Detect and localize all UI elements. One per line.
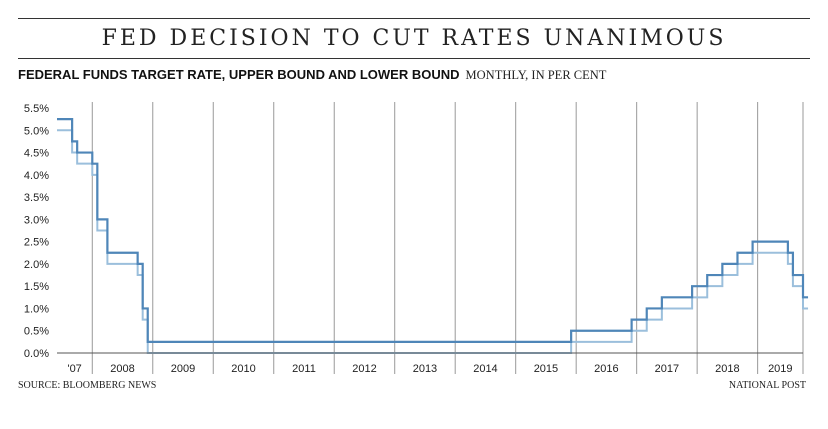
x-tick-label: 2019 xyxy=(768,363,792,375)
x-tick-label: 2008 xyxy=(110,363,134,375)
title-bottom-rule xyxy=(18,58,810,59)
x-tick-label: 2015 xyxy=(534,363,558,375)
y-tick-label: 4.0% xyxy=(24,170,49,182)
grid-layer xyxy=(91,102,804,374)
y-tick-label: 5.0% xyxy=(24,125,49,137)
x-tick-label: 2009 xyxy=(171,363,195,375)
series-layer xyxy=(57,118,809,354)
x-tick-label: 2018 xyxy=(715,363,739,375)
x-tick-labels: '07 2008 2009 2010 2011 2012 2013 2014 2015 2016 2… xyxy=(67,363,792,375)
y-tick-labels: 0.0% 0.5% 1.0% 1.5% 2.0% 2.5% 3.0% 3.5% 4.0% 4.5%… xyxy=(24,103,49,360)
x-tick-label: 2017 xyxy=(655,363,679,375)
y-tick-label: 3.5% xyxy=(24,192,49,204)
y-tick-label: 4.5% xyxy=(24,148,49,160)
unit-note: MONTHLY, IN PER CENT xyxy=(465,68,607,82)
y-tick-label: 5.5% xyxy=(24,103,49,115)
x-tick-label: 2010 xyxy=(231,363,255,375)
x-tick-label: 2014 xyxy=(473,363,497,375)
x-tick-label: 2013 xyxy=(413,363,437,375)
x-tick-label: 2016 xyxy=(594,363,618,375)
y-tick-label: 2.5% xyxy=(24,237,49,249)
y-tick-label: 2.0% xyxy=(24,259,49,271)
subtitle-main: FEDERAL FUNDS TARGET RATE, UPPER BOUND A… xyxy=(18,67,460,82)
x-tick-label: 2011 xyxy=(292,363,316,375)
lower-bound-line xyxy=(57,129,809,354)
chart-subtitle: FEDERAL FUNDS TARGET RATE, UPPER BOUND A… xyxy=(18,66,606,84)
title-top-rule xyxy=(18,18,810,19)
x-tick-label: 2012 xyxy=(352,363,376,375)
y-tick-label: 1.5% xyxy=(24,281,49,293)
y-tick-label: 1.0% xyxy=(24,303,49,315)
y-tick-label: 0.0% xyxy=(24,348,49,360)
x-tick-label: '07 xyxy=(67,363,81,375)
y-tick-label: 0.5% xyxy=(24,326,49,338)
y-tick-label: 3.0% xyxy=(24,214,49,226)
source-note: SOURCE: BLOOMBERG NEWS xyxy=(18,380,157,391)
upper-bound-line xyxy=(57,118,809,343)
credit-note: NATIONAL POST xyxy=(728,380,806,391)
chart-title: FED DECISION TO CUT RATES UNANIMOUS xyxy=(101,26,727,51)
